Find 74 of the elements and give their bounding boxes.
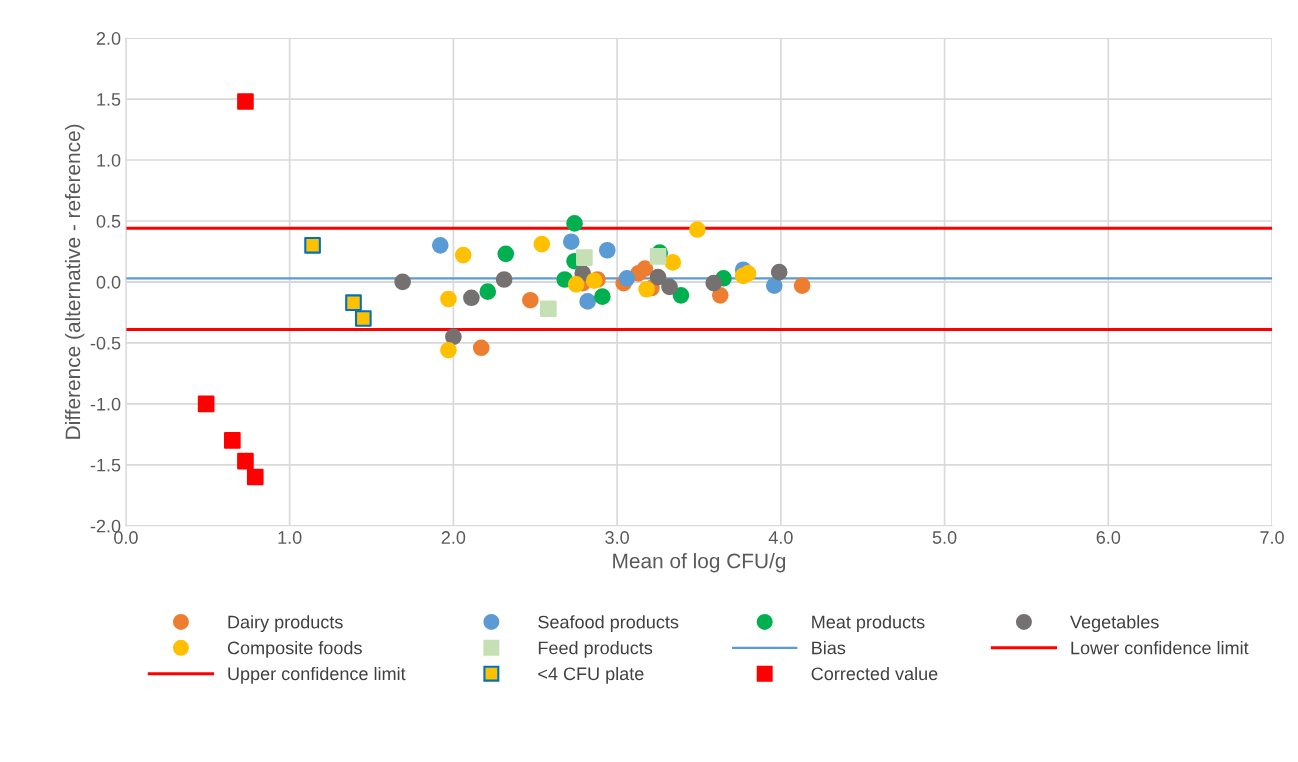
legend-label: <4 CFU plate (538, 666, 644, 684)
point (533, 235, 551, 253)
point (705, 274, 723, 292)
x-tick-label: 3.0 (605, 531, 629, 544)
point (540, 300, 557, 318)
legend-label: Vegetables (1070, 615, 1159, 633)
point (479, 283, 497, 301)
point (566, 215, 583, 232)
point (770, 263, 788, 281)
point (649, 268, 667, 286)
point (472, 339, 490, 357)
x-tick-label: 2.0 (441, 531, 466, 544)
point (567, 276, 585, 293)
point (246, 468, 264, 486)
legend-label: Corrected value (811, 666, 938, 681)
point (638, 280, 655, 298)
legend-label: Feed products (538, 641, 653, 658)
y-tick-label: -2.0 (90, 519, 121, 533)
y-tick-label: -1.5 (90, 458, 121, 472)
point (355, 310, 372, 327)
point (689, 221, 706, 238)
point (598, 241, 616, 259)
point (576, 249, 593, 266)
point (711, 287, 729, 304)
point (345, 294, 362, 311)
point (636, 260, 654, 277)
point (618, 269, 636, 287)
legend-label: Composite foods (227, 641, 362, 658)
point (522, 291, 539, 309)
y-axis-title: Difference (alternative - reference) (64, 124, 85, 439)
y-tick-label: 1.0 (97, 153, 121, 167)
point (793, 277, 811, 294)
legend-label: Upper confidence limit (228, 666, 406, 684)
point (454, 246, 472, 264)
point (664, 254, 682, 271)
point (495, 271, 513, 288)
x-tick-label: 0.0 (114, 531, 138, 544)
point (579, 293, 596, 310)
point (237, 452, 254, 470)
legend-label: Bias (812, 641, 846, 655)
point (661, 278, 678, 296)
legend-label: Dairy products (228, 615, 343, 633)
x-axis-title: Mean of log CFU/g (613, 553, 786, 573)
point (394, 273, 411, 291)
y-tick-label: -1.0 (90, 397, 121, 411)
legend-label: Meat products (812, 615, 925, 633)
y-tick-label: 1.5 (97, 93, 121, 106)
x-tick-label: 6.0 (1096, 531, 1121, 544)
y-tick-label: 0.0 (96, 275, 121, 289)
point (431, 237, 449, 254)
point (497, 245, 515, 263)
point (649, 248, 667, 265)
y-tick-label: 0.5 (96, 214, 121, 228)
x-tick-label: 5.0 (932, 531, 957, 544)
point (463, 289, 480, 307)
y-tick-label: -0.5 (90, 336, 121, 350)
point (440, 341, 457, 359)
point (594, 288, 611, 305)
point (224, 432, 241, 449)
point (672, 287, 690, 304)
x-tick-label: 4.0 (768, 531, 793, 544)
point (304, 237, 321, 254)
legend-label: Seafood products (538, 615, 679, 633)
x-tick-label: 7.0 (1260, 531, 1284, 544)
point (562, 233, 580, 251)
point (197, 395, 215, 413)
y-tick-label: 2.0 (96, 32, 121, 45)
point (765, 277, 783, 294)
point (237, 93, 254, 110)
point (440, 290, 457, 308)
point (585, 272, 603, 290)
legend-label: Lower confidence limit (1071, 641, 1249, 655)
point (445, 328, 462, 346)
x-tick-label: 1.0 (278, 531, 302, 544)
